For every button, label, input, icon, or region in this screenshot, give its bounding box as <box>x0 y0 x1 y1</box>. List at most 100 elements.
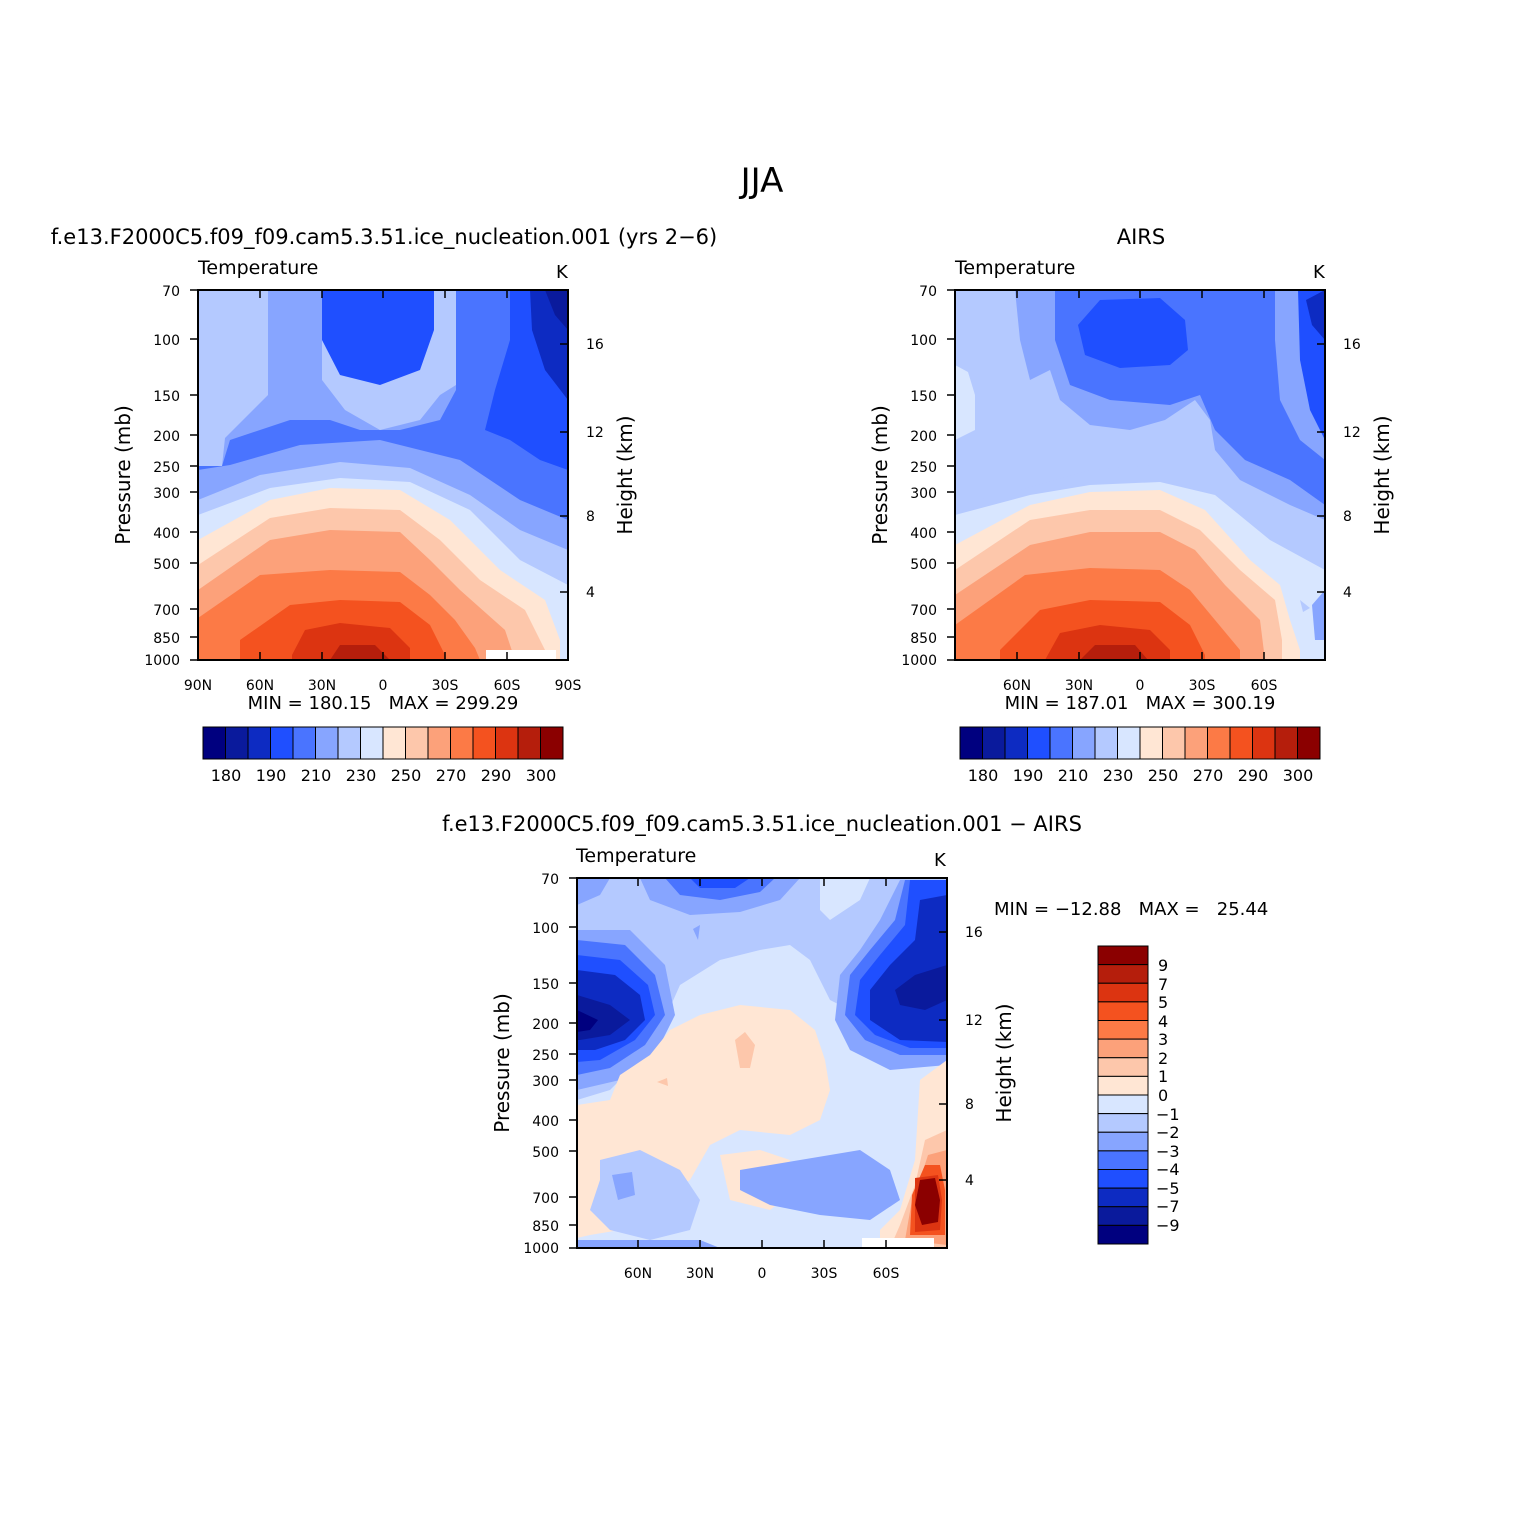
height-ticks <box>560 343 568 593</box>
contour-band <box>612 1172 635 1200</box>
height-tick-label: 16 <box>586 337 604 353</box>
colorbar-label: 270 <box>436 766 467 785</box>
pressure-tick-label: 700 <box>153 603 180 619</box>
colorbar-box <box>1162 726 1186 760</box>
lat-tick-label: 60N <box>624 1266 652 1282</box>
colorbar-box <box>202 726 226 760</box>
latitude-axis: 90N 60N 30N 0 30S 60S 90S <box>184 290 581 694</box>
colorbar-box <box>450 726 474 760</box>
pressure-axis-label: Pressure (mb) <box>111 405 135 545</box>
colorbar-box <box>1097 1187 1149 1208</box>
contour-band <box>545 290 568 330</box>
colorbar-box <box>225 726 249 760</box>
colorbar <box>1097 945 1149 1245</box>
lat-tick-label: 30S <box>432 678 459 694</box>
pressure-axis: 70 100 150 200 250 300 400 500 700 850 1… <box>144 284 198 669</box>
colorbar-label: −4 <box>1156 1160 1180 1179</box>
latitude-axis: 60N 30N 0 30S 60S <box>624 878 900 1282</box>
pressure-tick-label: 400 <box>153 526 180 542</box>
colorbar-label: 180 <box>211 766 242 785</box>
contour-band <box>577 878 947 1100</box>
contour-band <box>690 878 750 888</box>
pressure-tick-label: 300 <box>532 1074 559 1090</box>
height-tick-label: 8 <box>965 1097 974 1113</box>
contour-band <box>735 1032 755 1068</box>
page-title: JJA <box>739 161 784 201</box>
panel-difference: f.e13.F2000C5.f09_f09.cam5.3.51.ice_nucl… <box>442 812 1268 1282</box>
lat-tick-label: 60S <box>494 678 521 694</box>
pressure-tick-label: 500 <box>153 557 180 573</box>
colorbar-label: 9 <box>1158 956 1168 975</box>
colorbar-label: −5 <box>1156 1179 1180 1198</box>
colorbar-label: 290 <box>1238 766 1269 785</box>
colorbar-box <box>1004 726 1028 760</box>
colorbar-labels: 9 7 5 4 3 2 1 0 −1 −2 −3 −4 −5 −7 −9 <box>1156 956 1180 1235</box>
colorbar-box <box>1097 1075 1149 1096</box>
colorbar-box <box>1097 964 1149 984</box>
contour-band <box>1080 645 1148 660</box>
pressure-ticks <box>569 877 577 1249</box>
pressure-tick-label: 850 <box>532 1219 559 1235</box>
colorbar-label: 250 <box>1148 766 1179 785</box>
pressure-ticks <box>190 289 198 661</box>
colorbar-box <box>1072 726 1096 760</box>
height-axis: 16 12 8 4 <box>939 925 983 1189</box>
contour-band <box>1312 590 1325 640</box>
colorbar-box <box>1097 1224 1149 1245</box>
colorbar-label: 250 <box>391 766 422 785</box>
colorbar-label: −1 <box>1156 1105 1180 1124</box>
contour-band <box>657 1078 668 1086</box>
height-tick-label: 12 <box>586 425 604 441</box>
height-axis: 16 12 8 4 <box>1317 337 1361 601</box>
pressure-tick-label: 70 <box>162 284 180 300</box>
colorbar-box <box>495 726 519 760</box>
colorbar-label: 5 <box>1158 993 1168 1012</box>
colorbar-box <box>1097 1020 1149 1040</box>
pressure-tick-label: 250 <box>910 460 937 476</box>
height-axis-label: Height (km) <box>613 415 637 534</box>
latitude-ticks <box>197 290 569 660</box>
contour-field <box>198 290 568 660</box>
lat-tick-label: 60S <box>873 1266 900 1282</box>
pressure-ticks <box>947 289 955 661</box>
pressure-tick-label: 1000 <box>523 1241 559 1257</box>
colorbar-box <box>337 726 361 760</box>
contour-band <box>665 878 775 900</box>
colorbar-box <box>1207 726 1231 760</box>
colorbar-box <box>1097 1057 1149 1077</box>
colorbar-box <box>1097 1150 1149 1170</box>
pressure-tick-label: 70 <box>919 284 937 300</box>
pressure-tick-label: 850 <box>910 631 937 647</box>
contour-band <box>915 1178 940 1225</box>
min-max-stats: MIN = −12.88 MAX = 25.44 <box>994 899 1268 920</box>
colorbar-box <box>1049 726 1073 760</box>
colorbar-label: 2 <box>1158 1049 1168 1068</box>
height-axis: 16 12 8 4 <box>560 337 604 601</box>
colorbar-box <box>1097 982 1149 1003</box>
colorbar-box <box>959 726 983 760</box>
colorbar-box <box>292 726 316 760</box>
height-tick-label: 4 <box>586 585 595 601</box>
units-label: K <box>934 850 947 871</box>
pressure-tick-label: 500 <box>532 1145 559 1161</box>
colorbar-label: 300 <box>1283 766 1314 785</box>
colorbar-box <box>1094 726 1118 760</box>
colorbar-box <box>1117 726 1141 760</box>
contour-field <box>577 878 947 1248</box>
panel-airs: AIRS Temperature K 70 100 15 <box>868 225 1394 785</box>
colorbar-label: −7 <box>1156 1197 1180 1216</box>
contour-band <box>322 290 434 385</box>
colorbar-label: 290 <box>481 766 512 785</box>
colorbar-label: −2 <box>1156 1123 1180 1142</box>
colorbar-box <box>1097 1169 1149 1189</box>
colorbar-box <box>1097 945 1149 966</box>
colorbar-box <box>1097 1038 1149 1059</box>
colorbar-box <box>315 726 339 760</box>
lat-tick-label: 0 <box>1136 678 1145 694</box>
lat-tick-label: 0 <box>758 1266 767 1282</box>
pressure-tick-label: 700 <box>532 1191 559 1207</box>
units-label: K <box>1313 262 1326 283</box>
pressure-axis: 70 100 150 200 250 300 400 500 700 850 1… <box>523 872 577 1257</box>
height-tick-label: 4 <box>1343 585 1352 601</box>
colorbar-label: 7 <box>1158 975 1168 994</box>
